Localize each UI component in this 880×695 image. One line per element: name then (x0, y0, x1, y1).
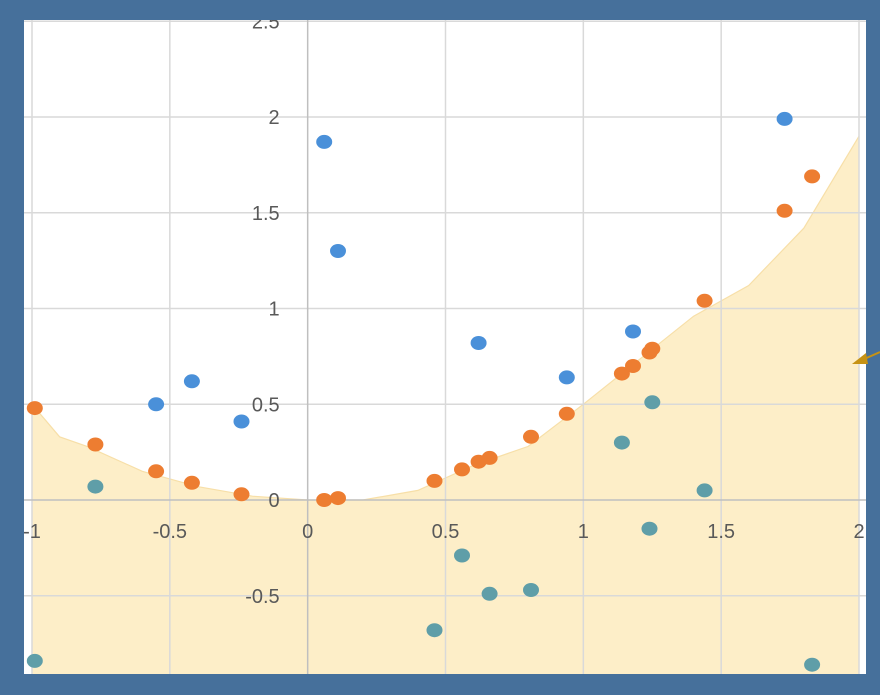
data-point-series-2 (454, 462, 470, 477)
y-tick-label: -0.5 (245, 586, 279, 608)
data-point-series-1 (148, 397, 165, 412)
data-point-series-3 (523, 583, 539, 597)
shaded-area-edge (31, 135, 860, 501)
data-point-series-3 (26, 653, 43, 668)
y-tick-label: 2 (269, 107, 280, 129)
x-tick-label: -1 (24, 521, 41, 543)
data-point-series-2 (481, 450, 498, 465)
data-point-series-3 (87, 479, 104, 494)
x-tick-label: 2 (853, 521, 864, 543)
shaded-area-layer (31, 135, 860, 674)
data-point-series-3 (804, 657, 821, 672)
x-tick-label: 0 (302, 521, 313, 543)
axes-layer (24, 20, 866, 674)
data-point-series-2 (183, 475, 200, 490)
data-point-series-1 (470, 336, 487, 350)
data-point-series-2 (330, 491, 346, 506)
data-point-series-3 (644, 395, 661, 410)
data-point-series-2 (148, 464, 165, 479)
scatter-chart: -1 -0.5 0 0.5 1 1.5 2 -0.5 0.5 1 1.5 2 2.5 0 (24, 20, 866, 674)
data-point-series-2 (776, 203, 793, 218)
data-point-series-2 (644, 341, 661, 356)
data-point-series-1 (316, 134, 333, 149)
grid-layer (24, 20, 866, 674)
points-layer (26, 111, 821, 672)
plot-area: -1 -0.5 0 0.5 1 1.5 2 -0.5 0.5 1 1.5 2 2.5 0 (24, 20, 866, 674)
data-point-series-1 (233, 414, 250, 429)
y-tick-label: 0 (269, 490, 280, 512)
data-point-series-3 (613, 435, 630, 450)
x-tick-label: 1.5 (707, 521, 735, 543)
data-point-series-2 (233, 487, 250, 502)
data-point-series-2 (558, 406, 575, 421)
data-point-series-1 (776, 111, 793, 126)
data-point-series-2 (804, 169, 821, 184)
data-point-series-1 (558, 370, 575, 385)
data-point-series-2 (613, 366, 630, 381)
data-point-series-3 (481, 586, 498, 601)
data-point-series-3 (696, 483, 713, 498)
y-tick-label: 0.5 (252, 394, 280, 416)
data-point-series-3 (641, 521, 658, 536)
data-point-series-2 (523, 429, 539, 444)
x-tick-label: 0.5 (432, 521, 460, 543)
y-tick-label: 1 (269, 299, 280, 321)
data-point-series-2 (625, 359, 641, 373)
data-point-series-1 (330, 244, 346, 258)
data-point-series-2 (316, 493, 333, 507)
data-point-series-2 (87, 437, 104, 452)
data-point-series-1 (183, 374, 200, 389)
shaded-area (32, 136, 859, 674)
y-tick-label: 2.5 (252, 20, 280, 33)
data-point-series-1 (625, 324, 641, 339)
data-point-series-2 (426, 473, 443, 488)
data-point-series-3 (454, 548, 470, 563)
data-point-series-2 (696, 293, 713, 308)
x-tick-label: 1 (578, 521, 589, 543)
data-point-series-2 (26, 401, 43, 416)
x-tick-label: -0.5 (153, 521, 187, 543)
data-point-series-3 (426, 623, 443, 638)
tick-label-layer: -1 -0.5 0 0.5 1 1.5 2 -0.5 0.5 1 1.5 2 2.5 0 (24, 20, 865, 608)
y-tick-label: 1.5 (252, 203, 280, 225)
